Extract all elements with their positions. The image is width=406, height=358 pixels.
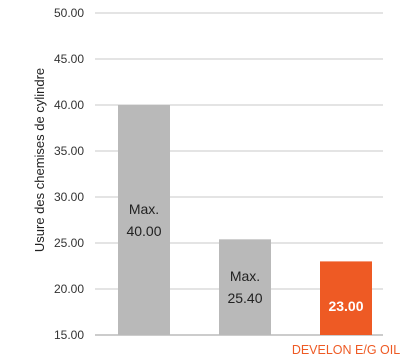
bar-value-label: 23.00 — [328, 298, 363, 314]
bar-value-label: 40.00 — [126, 223, 161, 239]
y-tick-label: 30.00 — [54, 190, 84, 204]
bar — [219, 239, 271, 335]
bar-value-label: Max. — [129, 201, 159, 217]
bar-value-label: Max. — [230, 268, 260, 284]
y-tick-label: 25.00 — [54, 236, 84, 250]
y-axis-label: Usure des chemises de cylindre — [32, 68, 47, 252]
bars — [118, 105, 372, 335]
y-tick-label: 50.00 — [54, 6, 84, 20]
y-tick-label: 40.00 — [54, 98, 84, 112]
bar-value-label: 25.40 — [227, 290, 262, 306]
y-axis-ticks: 15.00 20.00 25.00 30.00 35.00 40.00 45.00 50.00 — [54, 6, 84, 342]
y-tick-label: 35.00 — [54, 144, 84, 158]
y-tick-label: 20.00 — [54, 282, 84, 296]
category-labels: DEVELON E/G OIL — [292, 343, 400, 357]
y-tick-label: 15.00 — [54, 328, 84, 342]
y-tick-label: 45.00 — [54, 52, 84, 66]
category-label: DEVELON E/G OIL — [292, 343, 400, 357]
data-labels: Max. 40.00 Max. 25.40 23.00 — [126, 201, 363, 314]
bar — [320, 261, 372, 335]
bar — [118, 105, 170, 335]
